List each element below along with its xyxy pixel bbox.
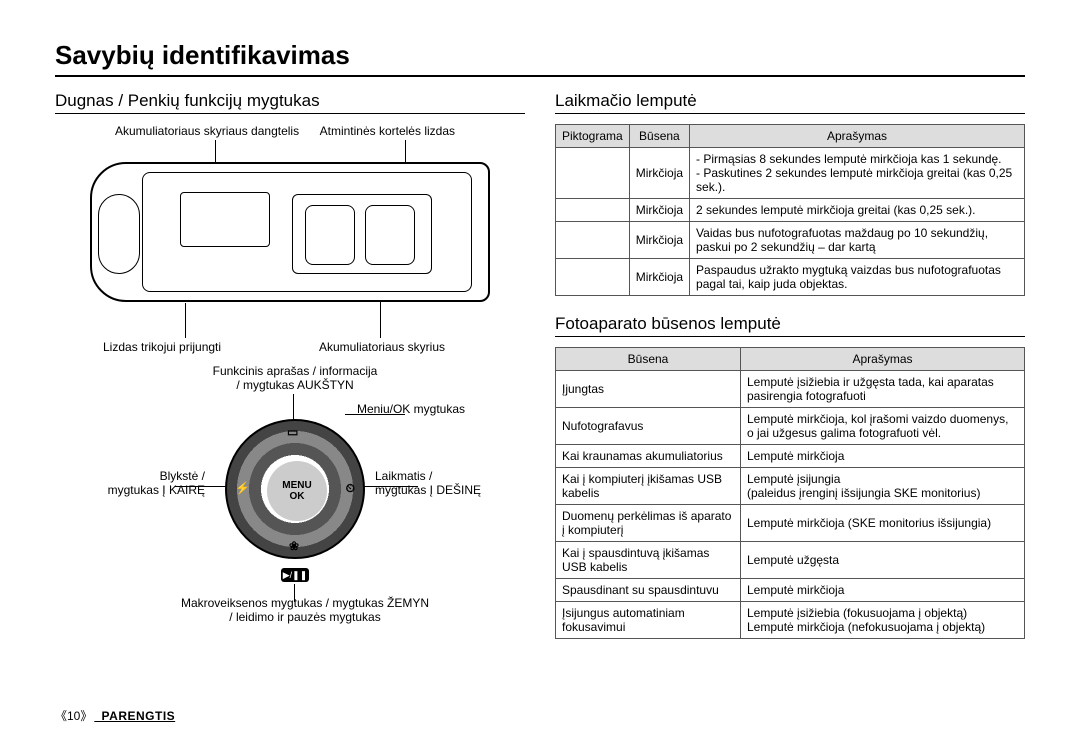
table-cell: Mirkčioja: [629, 259, 689, 296]
label-battery-compartment: Akumuliatoriaus skyrius: [319, 340, 445, 354]
leader-line: [185, 303, 186, 338]
table-row: Duomenų perkėlimas iš aparato į kompiute…: [556, 505, 1025, 542]
label-tripod-socket: Lizdas trikojui prijungti: [103, 340, 221, 354]
table-row: NufotografavusLemputė mirkčioja, kol įra…: [556, 408, 1025, 445]
flash-icon: ⚡: [235, 481, 250, 495]
col-state: Būsena: [629, 125, 689, 148]
table-cell: Įsijungus automatiniam fokusavimui: [556, 602, 741, 639]
table-cell: [556, 199, 630, 222]
control-dial: ▭ ⚡ ⏲ ❀ MENU OK: [225, 419, 365, 559]
col-state: Būsena: [556, 348, 741, 371]
page-footer: 《10》_PARENGTIS: [55, 707, 175, 724]
col-icon: Piktograma: [556, 125, 630, 148]
status-lamp-table: Būsena Aprašymas ĮjungtasLemputė įsižieb…: [555, 347, 1025, 639]
table-cell: Lemputė įsižiebia (fokusuojama į objektą…: [741, 602, 1025, 639]
table-cell: Kai į kompiuterį įkišamas USB kabelis: [556, 468, 741, 505]
page-title: Savybių identifikavimas: [55, 40, 1025, 77]
label-right-button: Laikmatis / mygtukas Į DEŠINĘ: [375, 469, 525, 497]
ok-text: OK: [290, 491, 305, 502]
play-pause-icon: ▶/❚❚: [281, 568, 309, 582]
info-icon: ▭: [287, 425, 298, 439]
camera-bottom-diagram: Akumuliatoriaus skyriaus dangtelis Atmin…: [55, 124, 525, 354]
table-cell: Lemputė įsijungia (paleidus įrenginį išs…: [741, 468, 1025, 505]
table-cell: - Pirmąsias 8 sekundes lemputė mirkčioja…: [690, 148, 1025, 199]
table-cell: 2 sekundes lemputė mirkčioja greitai (ka…: [690, 199, 1025, 222]
table-row: MirkčiojaPaspaudus užrakto mygtuką vaizd…: [556, 259, 1025, 296]
table-cell: Lemputė mirkčioja: [741, 579, 1025, 602]
table-cell: Įjungtas: [556, 371, 741, 408]
timer-lamp-table: Piktograma Būsena Aprašymas Mirkčioja- P…: [555, 124, 1025, 296]
col-desc: Aprašymas: [690, 125, 1025, 148]
table-cell: Lemputė mirkčioja: [741, 445, 1025, 468]
label-down-button: Makroveiksenos mygtukas / mygtukas ŽEMYN…: [145, 596, 465, 624]
table-cell: [556, 259, 630, 296]
table-cell: Mirkčioja: [629, 199, 689, 222]
table-cell: Spausdinant su spausdintuvu: [556, 579, 741, 602]
status-lamp-title: Fotoaparato būsenos lemputė: [555, 314, 1025, 337]
right-column: Laikmačio lemputė Piktograma Būsena Apra…: [555, 91, 1025, 657]
label-battery-cover: Akumuliatoriaus skyriaus dangtelis: [115, 124, 299, 138]
macro-icon: ❀: [289, 539, 299, 553]
table-row: Spausdinant su spausdintuvuLemputė mirkč…: [556, 579, 1025, 602]
timer-lamp-title: Laikmačio lemputė: [555, 91, 1025, 114]
table-cell: Mirkčioja: [629, 148, 689, 199]
table-row: Kai į kompiuterį įkišamas USB kabelisLem…: [556, 468, 1025, 505]
table-cell: [556, 148, 630, 199]
table-row: MirkčiojaVaidas bus nufotografuotas mažd…: [556, 222, 1025, 259]
table-cell: [556, 222, 630, 259]
table-cell: Paspaudus užrakto mygtuką vaizdas bus nu…: [690, 259, 1025, 296]
table-row: Kai kraunamas akumuliatoriusLemputė mirk…: [556, 445, 1025, 468]
section-name: _PARENGTIS: [94, 709, 175, 723]
table-row: Kai į spausdintuvą įkišamas USB kabelisL…: [556, 542, 1025, 579]
table-cell: Nufotografavus: [556, 408, 741, 445]
table-cell: Duomenų perkėlimas iš aparato į kompiute…: [556, 505, 741, 542]
label-up-button: Funkcinis aprašas / informacija / mygtuk…: [185, 364, 405, 392]
table-cell: Mirkčioja: [629, 222, 689, 259]
table-cell: Kai kraunamas akumuliatorius: [556, 445, 741, 468]
five-way-dial-diagram: Funkcinis aprašas / informacija / mygtuk…: [55, 364, 525, 624]
page-number: 《10》: [55, 709, 92, 723]
table-row: Mirkčioja- Pirmąsias 8 sekundes lemputė …: [556, 148, 1025, 199]
table-cell: Lemputė mirkčioja (SKE monitorius išsiju…: [741, 505, 1025, 542]
table-row: Įsijungus automatiniam fokusavimuiLemput…: [556, 602, 1025, 639]
table-cell: Kai į spausdintuvą įkišamas USB kabelis: [556, 542, 741, 579]
camera-body-outline: [90, 162, 490, 302]
table-row: ĮjungtasLemputė įsižiebia ir užgęsta tad…: [556, 371, 1025, 408]
menu-ok-center: MENU OK: [267, 461, 327, 521]
menu-text: MENU: [282, 480, 311, 491]
table-cell: Vaidas bus nufotografuotas maždaug po 10…: [690, 222, 1025, 259]
left-column: Dugnas / Penkių funkcijų mygtukas Akumul…: [55, 91, 525, 657]
timer-icon: ⏲: [346, 481, 355, 496]
two-column-layout: Dugnas / Penkių funkcijų mygtukas Akumul…: [55, 91, 1025, 657]
table-row: Mirkčioja2 sekundes lemputė mirkčioja gr…: [556, 199, 1025, 222]
table-cell: Lemputė mirkčioja, kol įrašomi vaizdo du…: [741, 408, 1025, 445]
label-left-button: Blykstė / mygtukas Į KAIRĘ: [75, 469, 205, 497]
col-desc: Aprašymas: [741, 348, 1025, 371]
table-cell: Lemputė užgęsta: [741, 542, 1025, 579]
table-cell: Lemputė įsižiebia ir užgęsta tada, kai a…: [741, 371, 1025, 408]
bottom-five-func-title: Dugnas / Penkių funkcijų mygtukas: [55, 91, 525, 114]
label-memory-slot: Atmintinės kortelės lizdas: [320, 124, 455, 138]
